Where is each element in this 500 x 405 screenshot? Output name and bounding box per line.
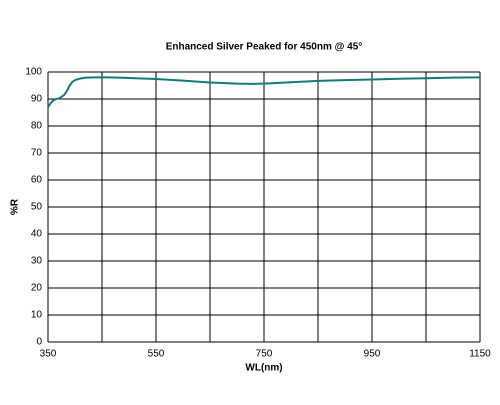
x-tick-label: 950 <box>364 349 381 360</box>
y-tick-label: 80 <box>31 121 43 132</box>
y-tick-label: 40 <box>31 229 43 240</box>
y-tick-label: 50 <box>31 202 43 213</box>
y-tick-label: 0 <box>36 337 42 348</box>
data-line <box>47 76 481 108</box>
y-tick-label: 70 <box>31 148 43 159</box>
chart-title: Enhanced Silver Peaked for 450nm @ 45° <box>166 42 363 53</box>
x-axis-label: WL(nm) <box>245 363 282 374</box>
y-tick-label: 90 <box>31 94 43 105</box>
y-tick-label: 30 <box>31 256 43 267</box>
x-tick-label: 350 <box>40 349 57 360</box>
y-tick-label: 100 <box>25 67 42 78</box>
y-axis-label: %R <box>10 198 21 215</box>
x-tick-label: 750 <box>256 349 273 360</box>
y-tick-label: 60 <box>31 175 43 186</box>
y-tick-label: 10 <box>31 310 43 321</box>
x-tick-label: 550 <box>148 349 165 360</box>
y-tick-label: 20 <box>31 283 43 294</box>
x-tick-label: 1150 <box>469 349 491 360</box>
